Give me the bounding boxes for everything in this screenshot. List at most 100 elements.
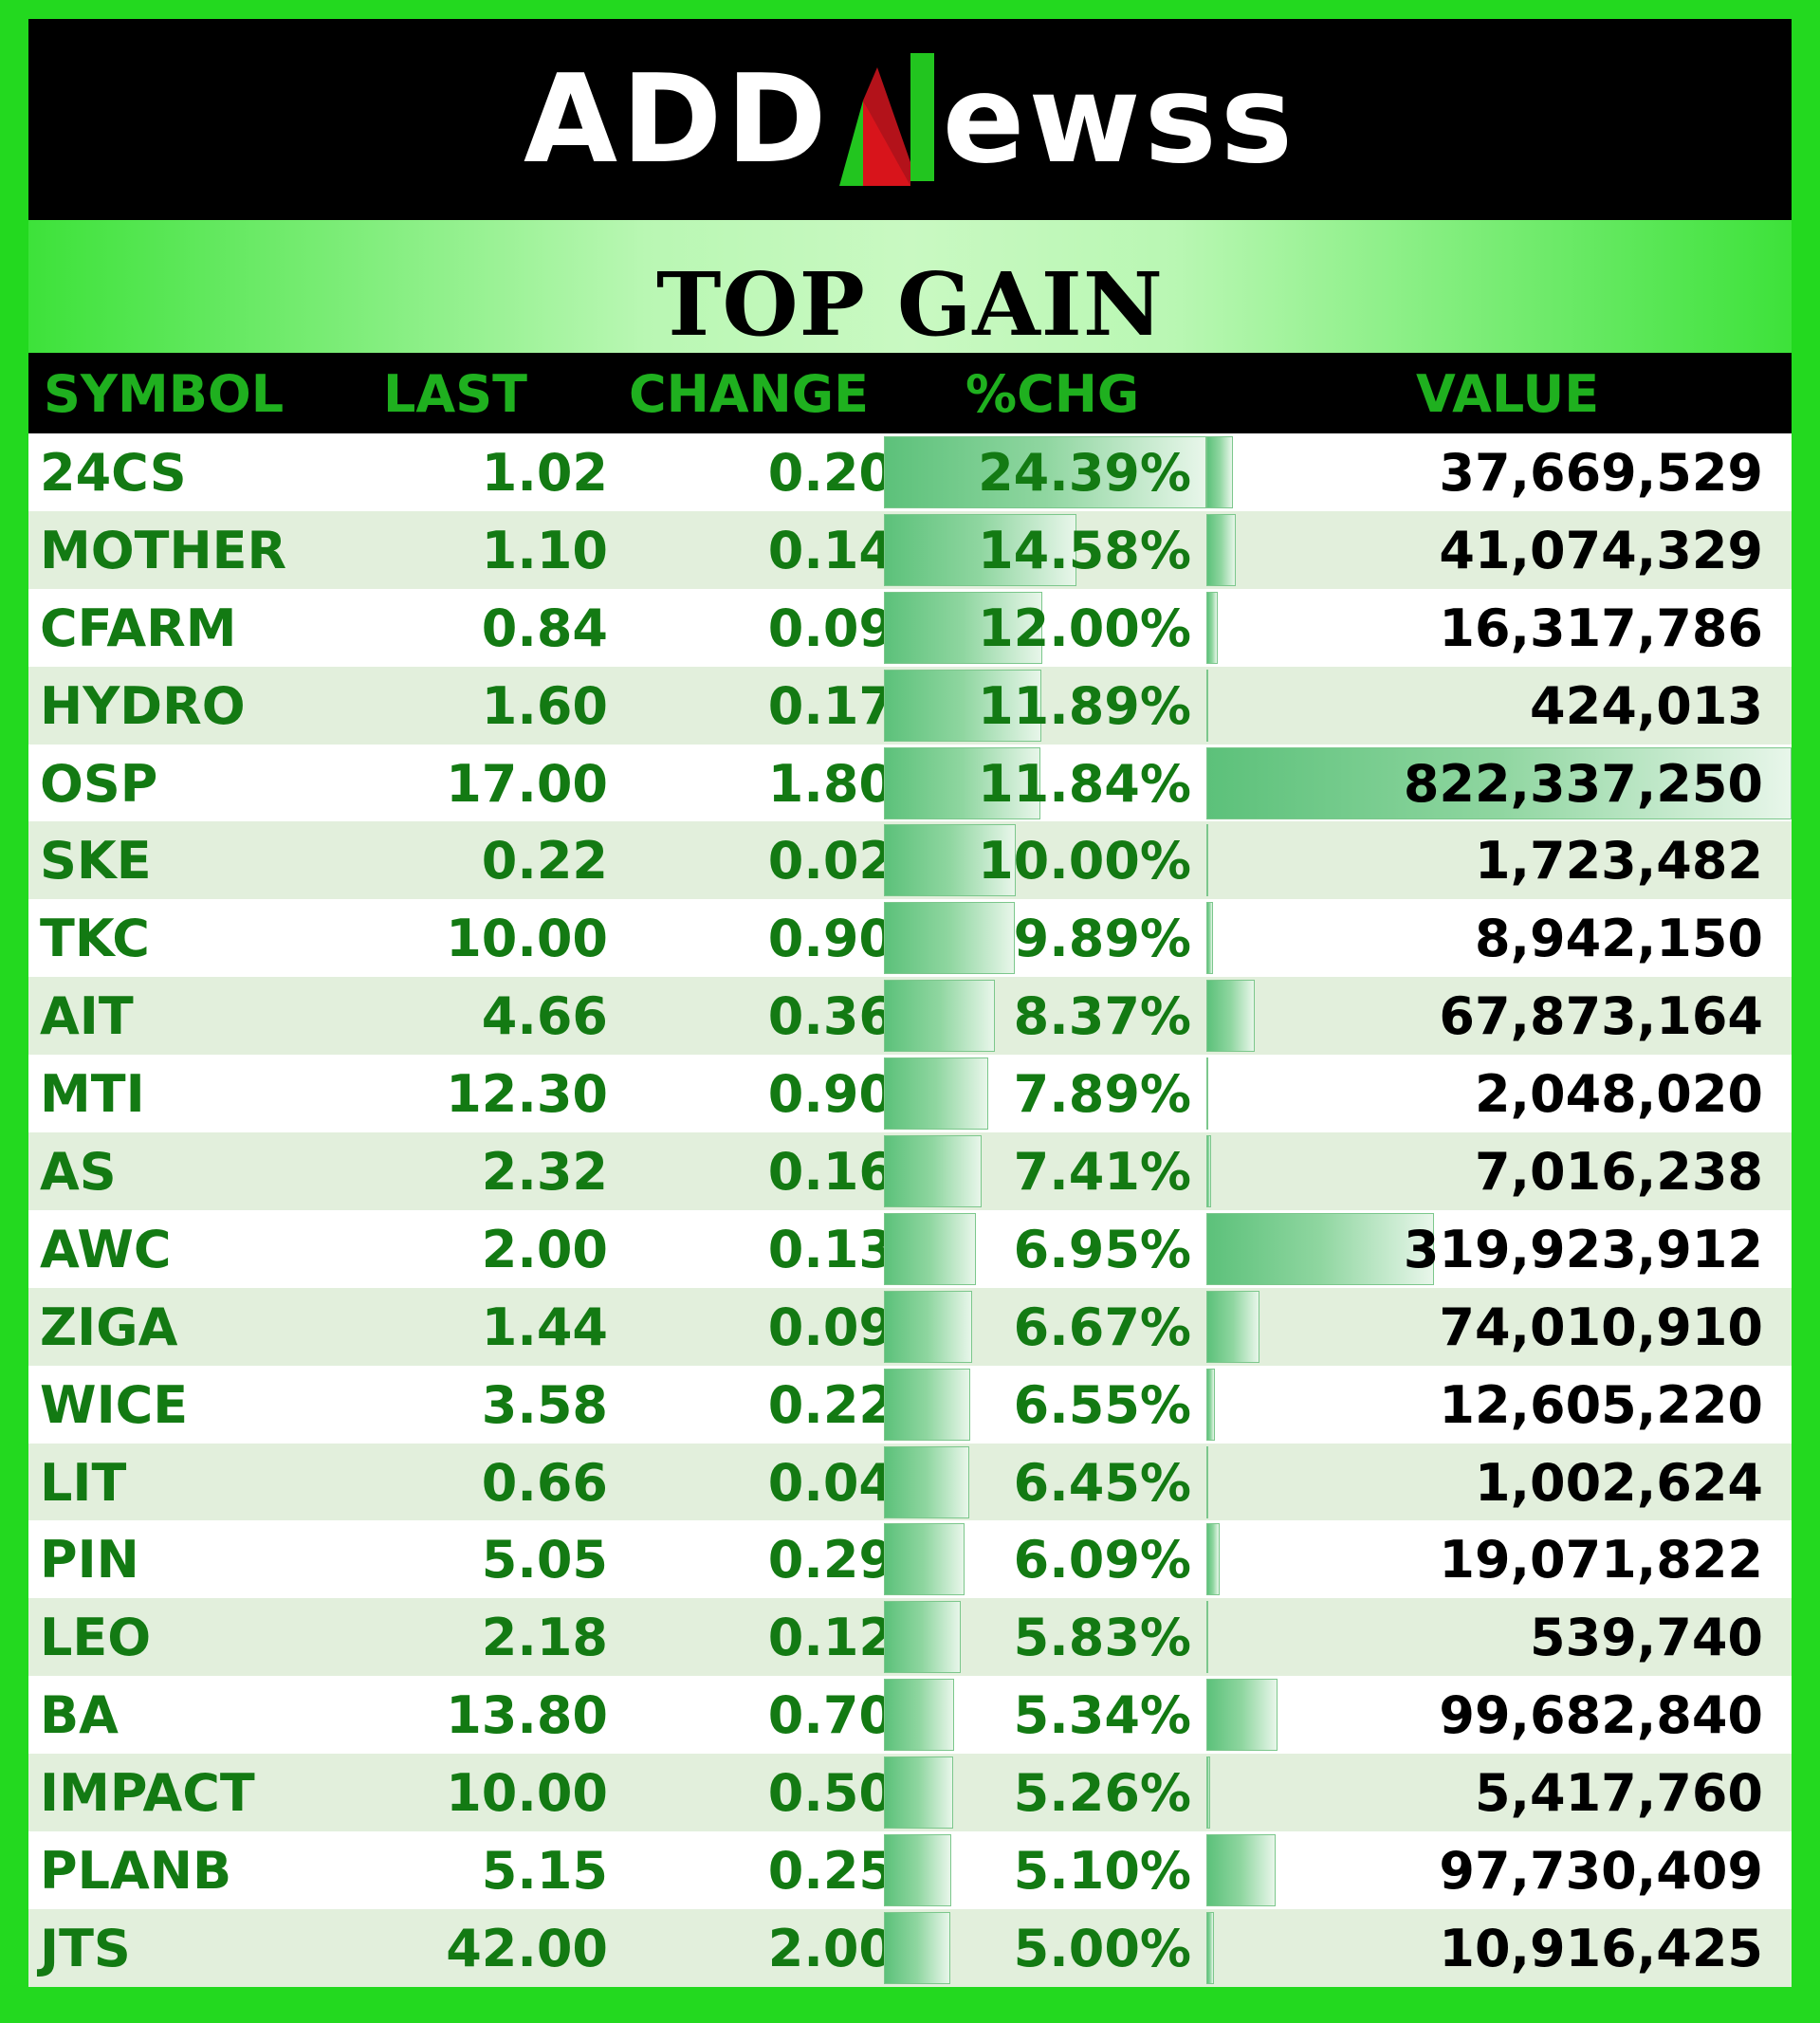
cell-symbol: LEO [40, 1608, 152, 1668]
header-change: CHANGE [629, 364, 870, 424]
pct-data-bar [884, 513, 1077, 586]
cell-last: 13.80 [446, 1685, 608, 1746]
cell-pct: 5.10% [1013, 1841, 1191, 1902]
cell-last: 0.22 [481, 831, 608, 892]
cell-symbol: CFARM [40, 598, 237, 658]
cell-pct: 12.00% [978, 598, 1191, 658]
table-body: 24CS 1.02 0.20 24.39% 37,669,529 MOTHER 1.10 0.… [28, 433, 1792, 1987]
cell-pct: 5.34% [1013, 1685, 1191, 1746]
header-value: VALUE [1416, 364, 1600, 424]
cell-change: 0.25 [767, 1841, 894, 1902]
cell-pct: 11.84% [978, 753, 1191, 814]
cell-pct: 6.45% [1013, 1452, 1191, 1513]
cell-last: 3.58 [481, 1374, 608, 1435]
cell-pct: 6.55% [1013, 1374, 1191, 1435]
page-title: TOP GAIN [656, 253, 1164, 356]
cell-change: 0.13 [767, 1219, 894, 1279]
value-data-bar [1206, 1756, 1211, 1830]
title-band: TOP GAIN [28, 220, 1792, 372]
cell-value: 74,010,910 [1439, 1297, 1763, 1357]
cell-change: 0.70 [767, 1685, 894, 1746]
cell-value: 12,605,220 [1439, 1374, 1763, 1435]
cell-last: 2.18 [481, 1608, 608, 1668]
value-data-bar [1206, 980, 1255, 1053]
value-data-bar [1206, 436, 1234, 508]
value-data-bar [1206, 1911, 1215, 1984]
cell-change: 0.20 [767, 443, 894, 503]
table-row: HYDRO 1.60 0.17 11.89% 424,013 [28, 666, 1792, 745]
pct-data-bar [884, 1523, 965, 1596]
table-row: IMPACT 10.00 0.50 5.26% 5,417,760 [28, 1754, 1792, 1832]
cell-symbol: HYDRO [40, 675, 246, 736]
table-row: BA 13.80 0.70 5.34% 99,682,840 [28, 1676, 1792, 1755]
value-data-bar [1206, 1290, 1259, 1363]
logo-text-left: ADD [524, 48, 831, 191]
cell-symbol: BA [40, 1685, 119, 1746]
cell-value: 8,942,150 [1474, 909, 1763, 969]
pct-data-bar [884, 669, 1041, 742]
cell-pct: 24.39% [978, 443, 1191, 503]
cell-last: 2.32 [481, 1142, 608, 1203]
pct-data-bar [884, 1290, 972, 1363]
cell-value: 1,723,482 [1474, 831, 1763, 892]
cell-pct: 9.89% [1013, 909, 1191, 969]
cell-symbol: AS [40, 1142, 117, 1203]
table-row: AS 2.32 0.16 7.41% 7,016,238 [28, 1132, 1792, 1210]
table-row: SKE 0.22 0.02 10.00% 1,723,482 [28, 821, 1792, 900]
table-row: MOTHER 1.10 0.14 14.58% 41,074,329 [28, 510, 1792, 589]
cell-symbol: 24CS [40, 443, 187, 503]
cell-value: 7,016,238 [1474, 1142, 1763, 1203]
cell-value: 1,002,624 [1474, 1452, 1763, 1513]
cell-symbol: IMPACT [40, 1763, 255, 1824]
cell-change: 0.02 [767, 831, 894, 892]
pct-data-bar [884, 902, 1015, 975]
table-row: JTS 42.00 2.00 5.00% 10,916,425 [28, 1908, 1792, 1987]
cell-last: 2.00 [481, 1219, 608, 1279]
cell-change: 1.80 [767, 753, 894, 814]
cell-pct: 5.83% [1013, 1608, 1191, 1668]
cell-symbol: MTI [40, 1064, 145, 1125]
cell-last: 0.84 [481, 598, 608, 658]
cell-last: 1.60 [481, 675, 608, 736]
cell-change: 0.90 [767, 909, 894, 969]
cell-last: 5.05 [481, 1530, 608, 1591]
pct-data-bar [884, 746, 1041, 819]
cell-last: 12.30 [446, 1064, 608, 1125]
cell-last: 5.15 [481, 1841, 608, 1902]
pct-data-bar [884, 1911, 950, 1984]
value-data-bar [1206, 1057, 1208, 1131]
cell-change: 0.36 [767, 986, 894, 1047]
cell-symbol: MOTHER [40, 520, 287, 580]
cell-change: 0.17 [767, 675, 894, 736]
table-row: LEO 2.18 0.12 5.83% 539,740 [28, 1598, 1792, 1677]
cell-pct: 5.00% [1013, 1918, 1191, 1978]
table-row: OSP 17.00 1.80 11.84% 822,337,250 [28, 744, 1792, 822]
cell-change: 0.09 [767, 1297, 894, 1357]
cell-symbol: SKE [40, 831, 152, 892]
cell-change: 0.90 [767, 1064, 894, 1125]
cell-value: 97,730,409 [1439, 1841, 1763, 1902]
pct-data-bar [884, 1679, 955, 1752]
cell-symbol: PIN [40, 1530, 139, 1591]
cell-last: 17.00 [446, 753, 608, 814]
table-row: WICE 3.58 0.22 6.55% 12,605,220 [28, 1365, 1792, 1444]
addnewss-logo: ADD ewss [524, 48, 1296, 191]
logo-text-right: ewss [942, 48, 1296, 191]
cell-symbol: OSP [40, 753, 158, 814]
cell-value: 99,682,840 [1439, 1685, 1763, 1746]
value-data-bar [1206, 1445, 1208, 1518]
cell-last: 1.02 [481, 443, 608, 503]
cell-pct: 6.95% [1013, 1219, 1191, 1279]
header-pct: %CHG [965, 364, 1140, 424]
cell-last: 1.44 [481, 1297, 608, 1357]
cell-value: 822,337,250 [1403, 753, 1763, 814]
table-row: LIT 0.66 0.04 6.45% 1,002,624 [28, 1443, 1792, 1521]
table-row: TKC 10.00 0.90 9.89% 8,942,150 [28, 899, 1792, 978]
cell-change: 0.09 [767, 598, 894, 658]
table-row: AWC 2.00 0.13 6.95% 319,923,912 [28, 1209, 1792, 1288]
cell-change: 0.12 [767, 1608, 894, 1668]
cell-symbol: TKC [40, 909, 150, 969]
value-data-bar [1206, 669, 1208, 742]
cell-symbol: LIT [40, 1452, 127, 1513]
cell-value: 2,048,020 [1474, 1064, 1763, 1125]
